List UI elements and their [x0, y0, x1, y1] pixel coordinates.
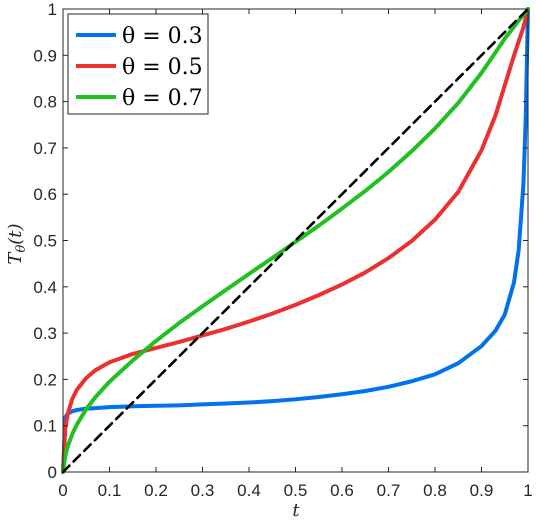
x-tick-label: 0.7: [377, 481, 401, 500]
series-line-2: [61, 7, 530, 474]
plot-frame: [62, 8, 529, 473]
y-axis-label-arg: (t): [5, 223, 26, 244]
y-axis-label-sub: θ: [14, 245, 29, 253]
y-tick-label: 0: [48, 463, 57, 482]
x-tick-label: 1: [523, 481, 532, 500]
x-tick-label: 0.4: [237, 481, 261, 500]
x-tick-label: 0.2: [144, 481, 168, 500]
series-line-diagonal-reference: [61, 7, 530, 474]
x-tick-label: 0: [58, 481, 67, 500]
series-layer: [61, 7, 530, 474]
x-tick-label: 0.9: [470, 481, 494, 500]
y-tick-label: 0.8: [33, 93, 57, 112]
x-tick-label: 0.6: [330, 481, 354, 500]
y-tick-label: 0.3: [33, 324, 57, 343]
y-tick-label: 0.9: [33, 46, 57, 65]
y-axis-label: Tθ(t): [5, 223, 29, 264]
y-tick-label: 0.7: [33, 139, 57, 158]
legend-label-2: θ = 0.5: [122, 55, 203, 80]
series-line-3: [61, 7, 530, 474]
x-tick-label: 0.5: [284, 481, 308, 500]
y-tick-label: 0.2: [33, 370, 57, 389]
y-tick-label: 1: [48, 0, 57, 19]
x-axis-label: t: [292, 500, 300, 521]
y-axis-label-main: T: [5, 251, 26, 265]
tick-layer: 0 0.1 0.2 0.3 0.4 0.5 0.6 0.7 0.8 0.9 1 0 0.1 0.2 0.3 0…: [33, 0, 532, 500]
y-tick-label: 0.4: [33, 278, 57, 297]
legend-label-1: θ = 0.3: [122, 24, 203, 49]
x-tick-label: 0.8: [423, 481, 447, 500]
x-tick-label: 0.3: [191, 481, 215, 500]
y-tick-label: 0.1: [33, 417, 57, 436]
legend: θ = 0.3 θ = 0.5 θ = 0.7: [67, 13, 209, 115]
legend-label-3: θ = 0.7: [122, 86, 203, 111]
x-tick-label: 0.1: [98, 481, 122, 500]
y-tick-label: 0.5: [33, 232, 57, 251]
y-tick-label: 0.6: [33, 185, 57, 204]
